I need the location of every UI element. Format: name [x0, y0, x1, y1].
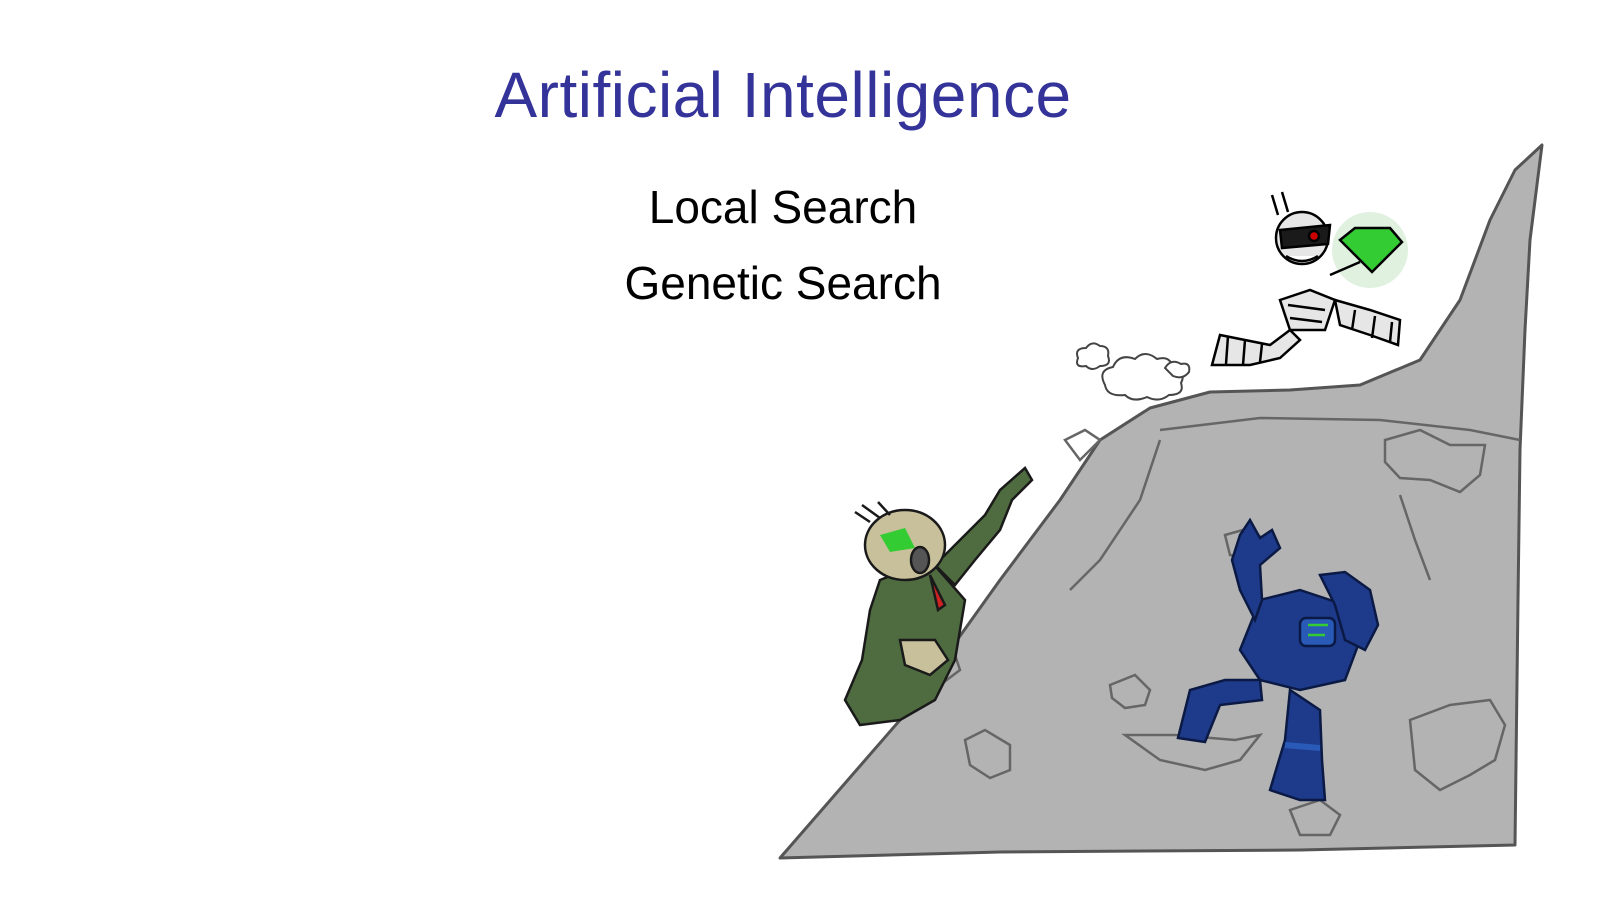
hill-shape	[778, 143, 1544, 860]
subtitle-genetic-search: Genetic Search	[624, 257, 942, 309]
blue-robot-icon	[1176, 517, 1380, 802]
striped-robot-icon	[1210, 191, 1408, 367]
slide-title: Artificial Intelligence	[494, 59, 1072, 131]
subtitle-local-search: Local Search	[648, 181, 918, 233]
green-robot-icon	[843, 466, 1034, 727]
dust-cloud-icon	[1076, 342, 1191, 401]
green-gem-icon	[1338, 226, 1404, 274]
